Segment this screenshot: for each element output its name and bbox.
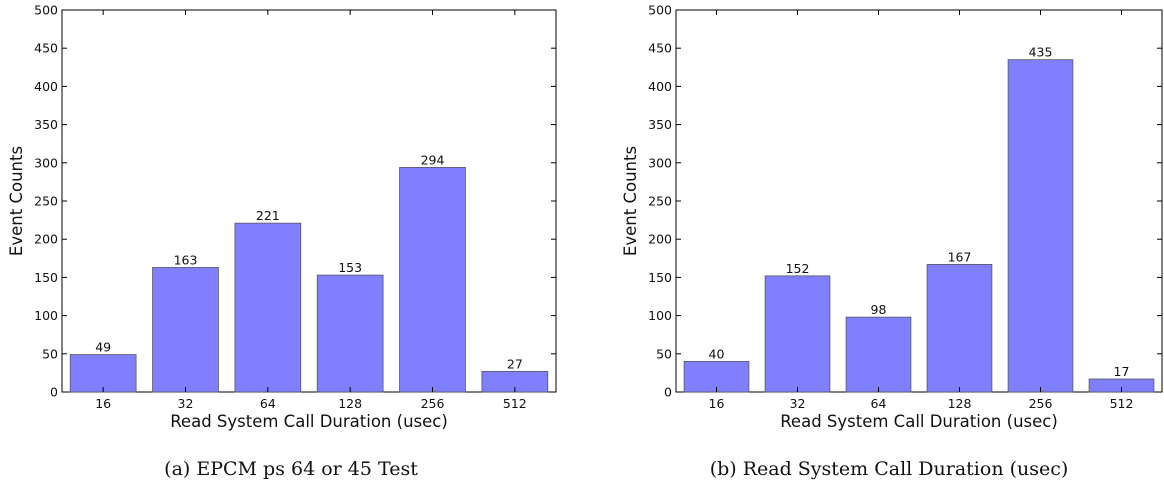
x-tick-label: 16 [709,396,725,411]
bar-value-label: 152 [786,261,810,276]
bar-value-label: 167 [948,249,972,264]
bar [316,274,384,393]
y-tick-label: 500 [34,3,58,18]
y-tick-label: 150 [34,270,58,285]
chart-caption-b: (b) Read System Call Duration (usec) [709,458,1069,480]
x-tick-label: 128 [338,396,362,411]
y-tick-label: 100 [34,308,58,323]
x-tick-label: 64 [871,396,887,411]
plot-frame [675,9,1163,393]
bar-value-label: 153 [338,260,362,275]
y-tick-label: 50 [42,346,58,361]
x-axis-title: Read System Call Duration (usec) [170,412,448,431]
x-tick-label: 64 [260,396,276,411]
y-tick-label: 450 [34,41,58,56]
y-tick-label: 450 [648,41,672,56]
y-axis-title: Event Counts [7,146,26,256]
y-tick-label: 500 [648,3,672,18]
y-tick-label: 350 [648,117,672,132]
x-tick-label: 256 [421,396,445,411]
bar [152,267,219,393]
bar-value-label: 17 [1114,364,1130,379]
x-tick-label: 512 [503,396,527,411]
chart-caption-a: (a) EPCM ps 64 or 45 Test [164,458,418,480]
x-tick-label: 128 [948,396,972,411]
bar [1007,59,1074,393]
y-tick-label: 250 [34,194,58,209]
y-tick-label: 350 [34,117,58,132]
bar-value-label: 98 [871,302,887,317]
x-tick-label: 16 [95,396,111,411]
plot-frame [61,9,557,393]
x-tick-label: 256 [1029,396,1053,411]
y-tick-label: 200 [34,232,58,247]
bar [926,264,993,393]
bar-value-label: 49 [95,340,111,355]
y-tick-label: 150 [648,270,672,285]
bar [764,275,831,393]
x-axis-title: Read System Call Duration (usec) [780,412,1058,431]
y-tick-label: 0 [50,385,58,400]
bar-value-label: 163 [174,252,198,267]
bar-value-label: 435 [1029,45,1053,60]
y-tick-label: 50 [656,346,672,361]
y-tick-label: 300 [648,155,672,170]
chart-panel-b: 0 50 100 150 200 250 300 350 400 450 500 40 16 152 32 9… [614,0,1164,484]
bar [69,354,137,393]
bar-value-label: 221 [256,208,280,223]
x-tick-label: 32 [178,396,194,411]
y-tick-label: 400 [34,79,58,94]
bar-value-label: 27 [507,356,523,371]
bar [683,361,750,393]
y-tick-label: 100 [648,308,672,323]
y-tick-label: 200 [648,232,672,247]
y-tick-label: 300 [34,155,58,170]
x-tick-label: 32 [790,396,806,411]
y-tick-label: 250 [648,194,672,209]
bar-value-label: 40 [709,346,725,361]
x-tick-label: 512 [1110,396,1134,411]
bar-value-label: 294 [421,152,445,167]
bar-chart-a: 0 50 100 150 200 250 300 350 400 450 500 49 16 163 32 2… [7,3,557,431]
chart-panel-a: 0 50 100 150 200 250 300 350 400 450 500 49 16 163 32 2… [7,3,557,480]
y-axis-title: Event Counts [621,146,640,256]
bar [845,316,912,393]
bar [399,166,466,393]
bar [234,222,302,393]
bar-chart-b: 0 50 100 150 200 250 300 350 400 450 500 40 16 152 32 9… [621,3,1163,431]
y-tick-label: 400 [648,79,672,94]
y-tick-label: 0 [664,385,672,400]
